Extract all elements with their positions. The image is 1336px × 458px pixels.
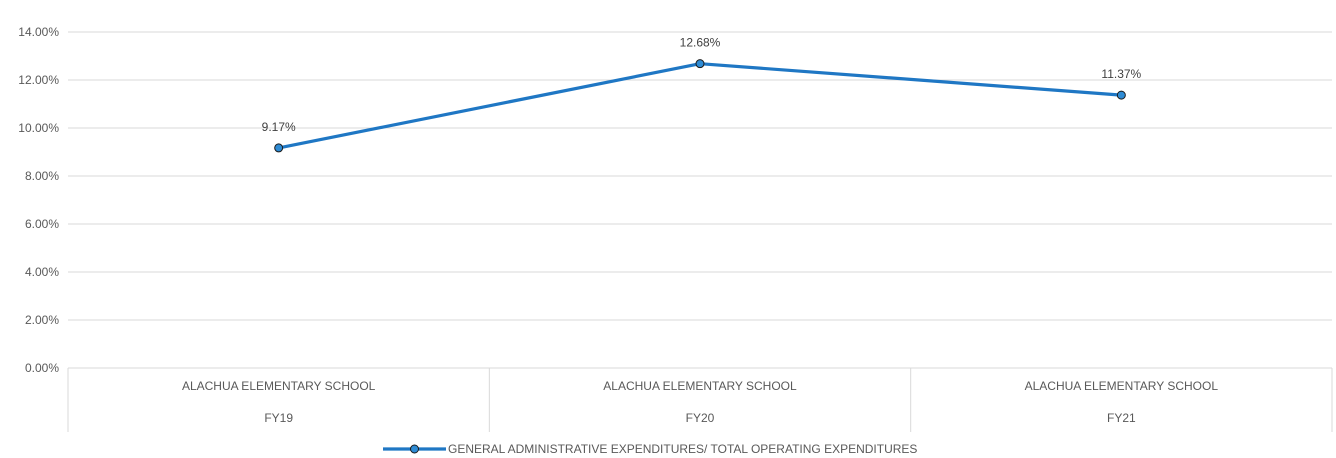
y-tick-label: 0.00% [25,361,59,375]
category-group-label: ALACHUA ELEMENTARY SCHOOL [603,379,797,393]
y-tick-label: 4.00% [25,265,59,279]
legend-marker [410,444,419,454]
series-line [277,62,1123,150]
y-tick-label: 2.00% [25,313,59,327]
y-tick-label: 8.00% [25,169,59,183]
category-group-label: ALACHUA ELEMENTARY SCHOOL [1025,379,1219,393]
y-tick-label: 12.00% [18,73,59,87]
grid-lines [68,31,1332,369]
category-group-label: ALACHUA ELEMENTARY SCHOOL [182,379,376,393]
data-point [274,143,284,153]
y-axis-ticks: 0.00% 2.00% 4.00% 6.00% 8.00% 10.00% 12.00% 14.… [18,25,59,375]
data-point [1116,90,1126,100]
y-tick-label: 10.00% [18,121,59,135]
data-label: 12.68% [680,36,721,50]
category-label: FY19 [264,411,293,425]
y-tick-label: 14.00% [18,25,59,39]
legend-label: GENERAL ADMINISTRATIVE EXPENDITURES/ TOT… [448,442,917,456]
x-axis-categories: ALACHUA ELEMENTARY SCHOOL FY19 ALACHUA ELE… [67,368,1333,432]
series-layer: 9.17% 12.68% 11.37% [262,36,1142,153]
data-label: 9.17% [262,120,296,134]
y-tick-label: 6.00% [25,217,59,231]
legend: GENERAL ADMINISTRATIVE EXPENDITURES/ TOT… [383,442,917,456]
data-label: 11.37% [1101,67,1141,81]
category-label: FY20 [686,411,715,425]
category-label: FY21 [1107,411,1136,425]
data-point [695,59,705,69]
